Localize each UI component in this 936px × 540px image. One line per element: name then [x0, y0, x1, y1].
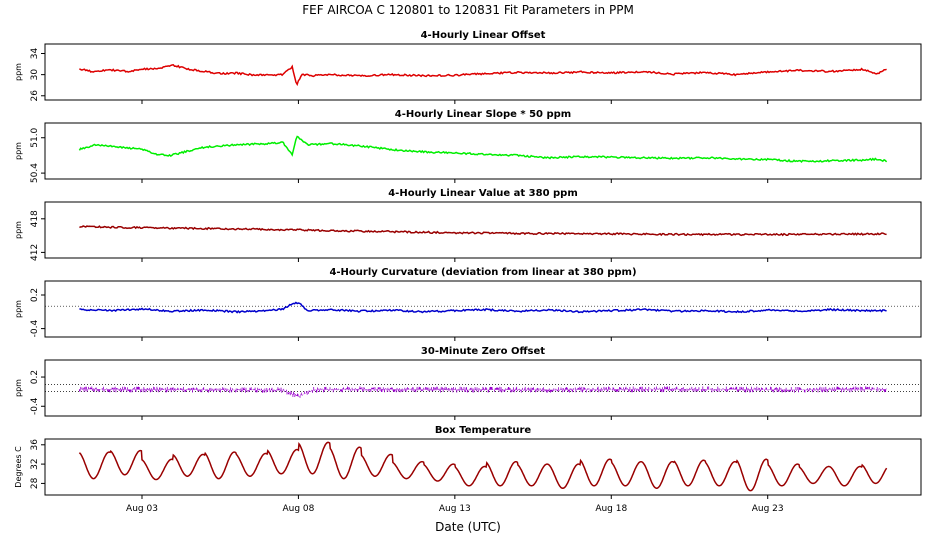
y-axis-label: ppm: [14, 63, 23, 81]
series-line: [78, 441, 888, 492]
panel-frame: [44, 280, 922, 338]
panel-title: 4-Hourly Linear Offset: [421, 30, 546, 41]
y-tick-label: 32: [30, 458, 40, 469]
panel-frame: [44, 43, 922, 101]
y-tick-label: 30: [30, 69, 40, 81]
y-tick-label: 0.2: [30, 370, 40, 384]
y-tick-label: 36: [30, 439, 40, 451]
y-tick-label: 0.2: [30, 288, 40, 302]
panel-1: 4-Hourly Linear Offset ppm 34 30 26: [14, 30, 922, 104]
series-line: [78, 135, 888, 163]
y-axis-label: ppm: [14, 300, 23, 318]
figure-title: FEF AIRCOA C 120801 to 120831 Fit Parame…: [302, 3, 634, 17]
series-line: [78, 63, 887, 87]
y-axis-label: ppm: [14, 221, 23, 239]
panel-title: 4-Hourly Linear Slope * 50 ppm: [395, 109, 571, 120]
y-axis-label: ppm: [14, 379, 23, 397]
x-tick-label: Aug 08: [282, 504, 314, 514]
x-tick-label: Aug 13: [439, 504, 471, 514]
panel-frame: [44, 438, 922, 496]
y-tick-label: -0.4: [30, 320, 40, 338]
panel-6: Box Temperature Degrees C 36 32 28 Aug 03 Aug …: [14, 425, 922, 514]
y-tick-label: 412: [30, 244, 40, 261]
y-tick-label: 418: [30, 210, 40, 227]
x-tick-label: Aug 23: [752, 504, 784, 514]
panel-3: 4-Hourly Linear Value at 380 ppm ppm 418 41…: [14, 188, 922, 262]
y-tick-label: 26: [30, 90, 40, 102]
x-tick-label: Aug 18: [595, 504, 627, 514]
y-tick-label: 50.4: [30, 163, 40, 183]
y-tick-label: 28: [30, 477, 40, 489]
panel-frame: [44, 122, 922, 180]
y-tick-label: 34: [30, 48, 40, 60]
panel-4: 4-Hourly Curvature (deviation from linea…: [14, 267, 922, 341]
x-axis-label: Date (UTC): [435, 520, 501, 534]
panel-2: 4-Hourly Linear Slope * 50 ppm ppm 51.0 50.…: [14, 109, 922, 183]
series-scatter: [79, 386, 887, 398]
y-tick-label: -0.4: [30, 397, 40, 415]
panel-frame: [44, 201, 922, 259]
panel-5: 30-Minute Zero Offset ppm 0.2 -0.4: [14, 346, 922, 420]
panel-title: 30-Minute Zero Offset: [421, 346, 545, 357]
panel-title: 4-Hourly Curvature (deviation from linea…: [329, 267, 636, 278]
panel-title: 4-Hourly Linear Value at 380 ppm: [388, 188, 578, 199]
panel-title: Box Temperature: [435, 425, 532, 436]
series-line: [79, 225, 887, 237]
y-axis-label: Degrees C: [14, 446, 23, 488]
x-tick-label: Aug 03: [126, 504, 158, 514]
y-axis-label: ppm: [14, 142, 23, 160]
panel-frame: [44, 359, 922, 417]
series-line: [79, 301, 887, 314]
y-tick-label: 51.0: [30, 127, 40, 147]
